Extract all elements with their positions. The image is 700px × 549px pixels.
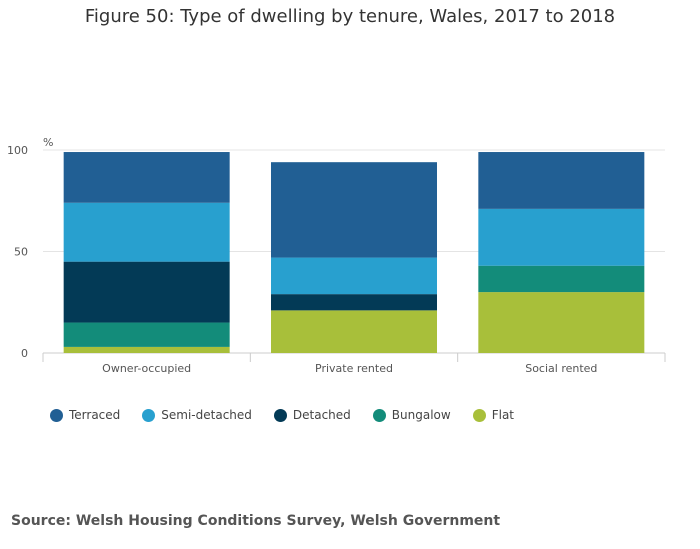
legend-swatch xyxy=(273,408,287,422)
legend-item-detached[interactable]: Detached xyxy=(273,408,351,422)
source-note: Source: Welsh Housing Conditions Survey,… xyxy=(11,513,501,529)
chart-title: Figure 50: Type of dwelling by tenure, W… xyxy=(84,6,616,27)
legend-swatch xyxy=(50,408,63,422)
legend-label: Detached xyxy=(292,408,351,422)
chart-legend: Terraced Semi-detached Detached Bungalow Fla… xyxy=(50,408,536,422)
bar-semi-detached-social-rented xyxy=(478,208,645,266)
legend-swatch xyxy=(372,408,386,422)
legend-item-bungalow[interactable]: Bungalow xyxy=(372,408,451,422)
bar-bungalow-social-rented xyxy=(478,265,645,293)
y-tick-label: 50 xyxy=(14,246,28,259)
y-tick-label: 100 xyxy=(7,144,28,157)
legend-label: Bungalow xyxy=(391,408,451,422)
bar-semi-detached-private-rented xyxy=(271,257,437,295)
y-tick-label: 0 xyxy=(21,347,28,360)
bar-semi-detached-owner-occupied xyxy=(63,202,230,262)
bar-terraced-social-rented xyxy=(478,152,645,209)
legend-label: Flat xyxy=(491,408,514,422)
legend-label: Semi-detached xyxy=(161,408,252,422)
bar-chart: 0 50 100% Owner-occupied Private rented Socia… xyxy=(7,136,666,375)
bar-flat-social-rented xyxy=(478,292,645,353)
x-tick-label: Private rented xyxy=(315,362,393,375)
bar-terraced-private-rented xyxy=(271,162,437,258)
bar-terraced-owner-occupied xyxy=(63,152,230,203)
legend-swatch xyxy=(142,408,156,422)
bar-detached-owner-occupied xyxy=(63,261,230,323)
x-tick-label: Social rented xyxy=(525,362,597,375)
legend-item-terraced[interactable]: Terraced xyxy=(50,408,120,422)
legend-item-flat[interactable]: Flat xyxy=(472,408,514,422)
y-axis-label: % xyxy=(43,136,53,149)
bar-detached-private-rented xyxy=(271,294,437,311)
legend-label: Terraced xyxy=(69,408,121,422)
bar-bungalow-owner-occupied xyxy=(63,322,230,347)
bar-flat-owner-occupied xyxy=(63,346,230,353)
bar-flat-private-rented xyxy=(271,310,437,353)
x-tick-label: Owner-occupied xyxy=(102,362,191,375)
legend-swatch xyxy=(472,408,486,422)
legend-item-semi-detached[interactable]: Semi-detached xyxy=(142,408,252,422)
